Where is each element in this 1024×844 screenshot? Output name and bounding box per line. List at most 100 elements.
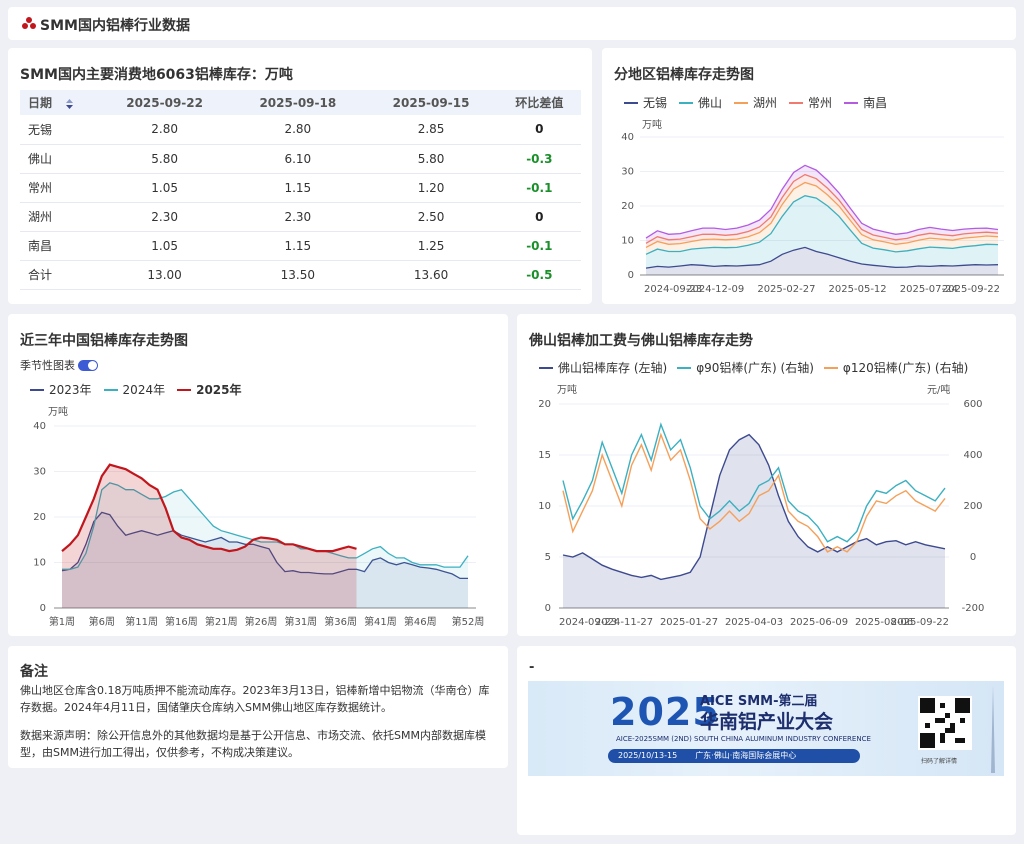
series-line bbox=[61, 463, 357, 553]
series-area bbox=[646, 174, 998, 248]
diff-cell: -0.1 bbox=[497, 173, 581, 203]
series-line bbox=[645, 164, 999, 239]
value-cell: 5.80 bbox=[98, 144, 232, 174]
series-line bbox=[562, 433, 946, 581]
legend-item[interactable]: 常州 bbox=[789, 94, 832, 111]
qr-code-icon bbox=[918, 696, 972, 750]
legend-swatch bbox=[539, 366, 553, 369]
seasonal-chart: 010203040第1周 第6周 第11周 第16周 第21周 第26周 第31周 第36周第… bbox=[33, 421, 484, 628]
inventory-table-card: SMM国内主要消费地6063铝棒库存：万吨 日期 2025-09-22 2025… bbox=[8, 48, 592, 304]
legend-label: 南昌 bbox=[863, 96, 888, 110]
x-tick-label: 第11周 bbox=[125, 615, 158, 628]
series-area bbox=[646, 182, 998, 255]
banner-date: 2025/10/13-15 bbox=[618, 751, 678, 760]
col-header-date[interactable]: 日期 bbox=[20, 90, 98, 115]
x-tick-label: 2025-06-09 bbox=[790, 617, 848, 628]
banner-line2: 华南铝产业大会 bbox=[700, 711, 834, 733]
diff-cell: -0.1 bbox=[497, 231, 581, 261]
y-tick-label-right: 400 bbox=[963, 450, 982, 461]
y-tick-label-right: 600 bbox=[963, 399, 982, 410]
y-tick-label: 40 bbox=[33, 421, 46, 432]
value-cell: 5.80 bbox=[364, 144, 498, 174]
legend-label: φ90铝棒(广东) (右轴) bbox=[696, 361, 814, 375]
legend-label: 2024年 bbox=[122, 383, 166, 397]
series-area bbox=[563, 434, 945, 608]
value-cell: 13.00 bbox=[98, 260, 232, 290]
series-area bbox=[646, 247, 998, 275]
legend-item[interactable]: φ90铝棒(广东) (右轴) bbox=[677, 359, 814, 376]
value-cell: 1.15 bbox=[231, 173, 365, 203]
region-legend: 无锡 佛山 湖州 常州 南昌 bbox=[624, 94, 887, 111]
x-tick-label: 第6周 bbox=[89, 615, 115, 628]
x-tick-label: 第1周 bbox=[49, 615, 75, 628]
seasonal-chart-title: 近三年中国铝棒库存走势图 bbox=[20, 333, 188, 349]
value-cell: 13.50 bbox=[231, 260, 365, 290]
inventory-table: 日期 2025-09-22 2025-09-18 2025-09-15 环比差值… bbox=[20, 90, 581, 290]
page-title: SMM国内铝棒行业数据 bbox=[40, 18, 190, 34]
legend-swatch bbox=[844, 101, 859, 104]
table-row: 常州 1.05 1.15 1.20 -0.1 bbox=[20, 173, 581, 203]
qr-caption: 扫码了解详情 bbox=[921, 758, 958, 765]
region-unit: 万吨 bbox=[642, 120, 662, 131]
table-row: 佛山 5.80 6.10 5.80 -0.3 bbox=[20, 144, 581, 174]
legend-label: 佛山 bbox=[698, 96, 723, 110]
series-line bbox=[645, 181, 999, 248]
x-tick-label: 第31周 bbox=[284, 615, 317, 628]
legend-item[interactable]: 南昌 bbox=[844, 94, 887, 111]
legend-item[interactable]: 无锡 bbox=[624, 94, 667, 111]
x-tick-label: 2024-09-23 bbox=[559, 617, 617, 628]
seasonal-unit: 万吨 bbox=[48, 407, 68, 418]
value-cell: 2.30 bbox=[231, 202, 365, 232]
x-tick-label: 2025-09-22 bbox=[891, 617, 949, 628]
banner-year: 2025 bbox=[610, 690, 720, 734]
region-chart-title: 分地区铝棒库存走势图 bbox=[614, 67, 754, 83]
toggle-switch[interactable] bbox=[78, 359, 98, 371]
legend-item[interactable]: 2025年 bbox=[177, 381, 242, 398]
legend-swatch bbox=[624, 101, 638, 104]
value-cell: 1.20 bbox=[364, 173, 498, 203]
row-label: 湖州 bbox=[20, 202, 98, 232]
x-tick-label: 第46周 bbox=[404, 615, 437, 628]
value-cell: 2.80 bbox=[98, 115, 232, 145]
y-tick-label: 10 bbox=[33, 558, 46, 569]
y-tick-label: 40 bbox=[621, 132, 634, 143]
y-tick-label-right: -200 bbox=[962, 603, 985, 614]
table-title: SMM国内主要消费地6063铝棒库存：万吨 bbox=[20, 67, 293, 83]
x-tick-label: 第26周 bbox=[245, 615, 278, 628]
legend-label: 湖州 bbox=[753, 96, 778, 110]
legend-label: 无锡 bbox=[643, 96, 668, 110]
legend-item[interactable]: 佛山铝棒库存 (左轴) bbox=[539, 359, 667, 376]
foshan-chart: 0 5 10 15 20 -200 0 200 400 600 2024-09-232024-11-… bbox=[538, 399, 985, 628]
conference-banner[interactable]: 2025 AICE SMM-第二届 华南铝产业大会 AICE-2025SMM (… bbox=[528, 681, 1004, 776]
banner-line3: AICE-2025SMM (2ND) SOUTH CHINA ALUMINUM … bbox=[616, 735, 871, 743]
foshan-legend: 佛山铝棒库存 (左轴) φ90铝棒(广东) (右轴) φ120铝棒(广东) (右轴) bbox=[539, 359, 968, 376]
legend-swatch bbox=[679, 101, 694, 104]
smm-logo-icon bbox=[22, 17, 36, 29]
x-tick-label: 2024-09-23 bbox=[644, 284, 702, 295]
foshan-unit-right: 元/吨 bbox=[927, 385, 951, 396]
legend-item[interactable]: 佛山 bbox=[679, 94, 722, 111]
legend-item[interactable]: φ120铝棒(广东) (右轴) bbox=[823, 359, 969, 376]
y-tick-label: 0 bbox=[40, 603, 46, 614]
value-cell: 2.80 bbox=[231, 115, 365, 145]
y-tick-label: 5 bbox=[545, 552, 551, 563]
legend-item[interactable]: 湖州 bbox=[734, 94, 777, 111]
banner-place: 广东·佛山·南海国际会展中心 bbox=[695, 751, 797, 760]
legend-label: 佛山铝棒库存 (左轴) bbox=[558, 361, 668, 375]
sort-icon[interactable] bbox=[66, 98, 74, 109]
legend-label: 2023年 bbox=[49, 383, 92, 397]
legend-item[interactable]: 2024年 bbox=[103, 381, 166, 398]
table-row: 南昌 1.05 1.15 1.25 -0.1 bbox=[20, 231, 581, 261]
canton-tower-icon bbox=[991, 685, 995, 773]
legend-label: φ120铝棒(广东) (右轴) bbox=[842, 361, 969, 375]
value-cell: 1.15 bbox=[231, 231, 365, 261]
legend-item[interactable]: 2023年 bbox=[30, 381, 92, 398]
legend-label: 2025年 bbox=[196, 383, 242, 397]
legend-swatch bbox=[823, 366, 838, 369]
x-tick-label: 2025-09-22 bbox=[942, 284, 1000, 295]
ad-title: - bbox=[529, 660, 535, 675]
y-tick-label: 15 bbox=[538, 450, 551, 461]
seasonal-toggle[interactable]: 季节性图表 bbox=[20, 357, 98, 373]
col-header: 2025-09-22 bbox=[98, 90, 232, 115]
top-bar: SMM国内铝棒行业数据 bbox=[8, 7, 1016, 40]
